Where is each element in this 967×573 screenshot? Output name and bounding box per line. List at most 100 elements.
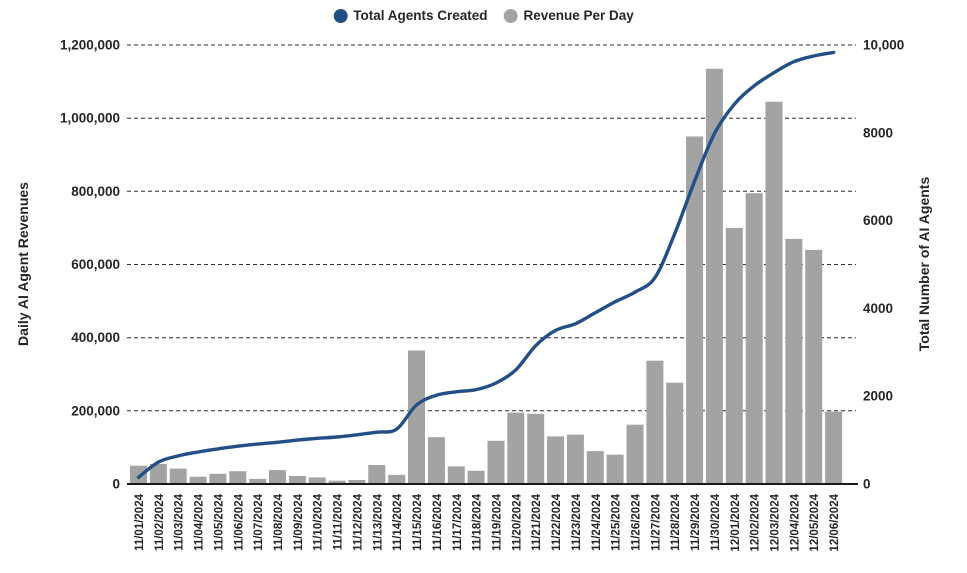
right-axis-tick-label: 4000 [863,301,893,316]
revenue-bar [388,474,406,484]
x-axis-tick-label: 11/02/2024 [154,493,166,551]
revenue-bar [269,470,286,484]
x-axis-tick-label: 11/09/2024 [293,493,305,551]
revenue-bar [825,411,843,484]
x-axis-tick-label: 12/04/2024 [789,493,801,551]
x-axis-tick-label: 11/10/2024 [313,493,325,551]
x-axis-tick-label: 11/13/2024 [372,493,384,551]
x-axis-tick-label: 12/03/2024 [770,493,782,551]
revenue-bar [249,478,267,484]
revenue-bar [686,136,704,484]
x-axis-tick-label: 11/19/2024 [492,493,504,551]
x-axis-tick-label: 12/06/2024 [829,493,841,551]
left-axis-tick-label: 1,000,000 [60,111,120,126]
x-axis-tick-label: 11/01/2024 [134,493,146,551]
x-axis-tick-label: 11/25/2024 [611,493,623,551]
revenue-bar [169,468,187,484]
gridlines-group [127,44,856,412]
total-agents-line [136,50,836,480]
revenue-bars-group [130,68,843,485]
x-axis-tick-label: 11/03/2024 [174,493,186,551]
revenue-bar [785,238,803,484]
revenue-bar [408,350,425,484]
revenue-bar [189,476,207,484]
revenue-bar [705,68,723,485]
revenue-bar [745,193,763,484]
legend-dot-line-series-icon [333,8,348,23]
legend-label-revenue-per-day: Revenue Per Day [523,8,634,23]
revenue-bar [487,440,505,484]
left-axis-tick-label: 1,200,000 [60,38,120,53]
right-axis-tick-label: 0 [863,477,871,492]
legend-item-revenue-per-day: Revenue Per Day [503,8,634,23]
left-axis-tick-label: 400,000 [71,330,120,345]
revenue-bar [209,473,227,484]
revenue-bar [547,436,565,484]
right-axis-tick-label: 2000 [863,389,893,404]
revenue-bar [586,451,604,484]
revenue-bar [666,382,684,484]
revenue-bar [566,434,584,484]
x-axis-tick-label: 11/26/2024 [631,493,643,551]
x-axis-tick-label: 11/14/2024 [392,493,404,551]
x-axis-tick-label: 11/05/2024 [213,493,225,551]
x-axis-tick-label: 11/29/2024 [690,493,702,551]
x-axis-tick-label: 12/05/2024 [809,493,821,551]
x-axis-tick-label: 11/11/2024 [333,493,345,550]
x-axis-tick-label: 11/22/2024 [551,493,563,551]
x-axis-tick-label: 11/17/2024 [452,493,464,551]
revenue-bar [646,360,664,484]
revenue-bar [606,454,624,484]
axes-group: 0 200,000 400,000 600,000 800,000 1,000,000 1,… [60,38,904,552]
right-axis-tick-label: 8000 [863,125,893,140]
left-axis-tick-label: 200,000 [71,403,120,418]
x-axis-tick-label: 11/18/2024 [472,493,484,551]
left-axis-tick-label: 0 [112,477,120,492]
revenue-bar [447,466,465,484]
x-axis-tick-label: 11/16/2024 [432,493,444,551]
revenue-bar [765,101,783,484]
left-axis-tick-label: 600,000 [71,257,120,272]
x-axis-tick-label: 11/06/2024 [233,493,245,551]
x-axis-tick-label: 11/28/2024 [670,493,682,551]
revenue-bar [527,413,545,484]
legend-label-total-agents-created: Total Agents Created [353,8,488,23]
agents-line-group [136,50,836,480]
revenue-bar [427,437,445,484]
x-axis-tick-label: 11/30/2024 [710,493,722,551]
x-axis-tick-label: 11/23/2024 [571,493,583,551]
x-axis-tick-label: 11/20/2024 [511,493,523,551]
left-axis-tick-label: 800,000 [71,184,120,199]
x-axis-tick-label: 11/21/2024 [531,493,543,551]
left-axis-title: Daily AI Agent Revenues [15,182,31,346]
revenue-bar [328,480,346,484]
revenue-bar [149,463,167,484]
revenue-bar [368,465,386,484]
legend-dot-bar-series-icon [503,8,518,23]
x-axis-tick-label: 11/27/2024 [650,493,662,551]
revenue-bar [467,470,485,484]
revenue-bar [507,412,525,484]
revenue-bar [626,424,644,484]
right-axis-tick-label: 10,000 [863,38,904,53]
right-axis-title: Total Number of AI Agents [916,177,932,352]
revenue-bar [805,249,823,484]
x-axis-tick-label: 11/07/2024 [253,493,265,551]
legend-item-total-agents-created: Total Agents Created [333,8,487,23]
x-axis-tick-label: 12/01/2024 [730,493,742,551]
x-axis-tick-label: 11/24/2024 [591,493,603,551]
x-axis-tick-label: 11/04/2024 [194,493,206,551]
x-axis-tick-label: 11/12/2024 [353,493,365,551]
x-axis-tick-label: 12/02/2024 [750,493,762,551]
x-axis-tick-label: 11/08/2024 [273,493,285,551]
legend: Total Agents Created Revenue Per Day [333,8,634,23]
revenue-bar [288,476,306,484]
revenue-bar [130,465,147,484]
revenue-bar [308,477,326,484]
revenue-bar [348,480,366,484]
right-axis-tick-label: 6000 [863,213,893,228]
revenue-bar [229,471,247,484]
revenue-bar [725,227,743,484]
